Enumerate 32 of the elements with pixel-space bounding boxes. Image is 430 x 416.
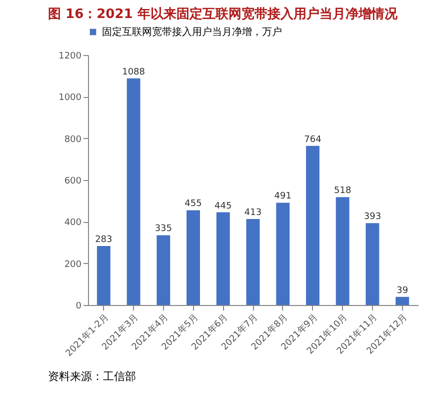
legend-label: 固定互联网宽带接入用户当月净增，万户 xyxy=(102,26,282,38)
bar xyxy=(156,235,170,305)
y-tick-label: 800 xyxy=(64,134,82,145)
data-label: 764 xyxy=(304,134,322,145)
data-label: 445 xyxy=(214,201,232,212)
y-tick-label: 1200 xyxy=(58,52,82,62)
bar xyxy=(336,197,350,305)
bar xyxy=(246,218,260,305)
y-tick-label: 0 xyxy=(76,302,82,312)
bar xyxy=(216,212,230,305)
bar xyxy=(366,223,380,305)
chart-title: 图 16：2021 年以来固定互联网宽带接入用户当月净增情况 xyxy=(48,6,398,22)
bar xyxy=(186,210,200,305)
data-label: 491 xyxy=(274,192,292,202)
data-label: 1088 xyxy=(122,67,146,78)
bar xyxy=(306,146,320,305)
text: 资料来源：工信部 xyxy=(48,370,136,383)
data-label: 393 xyxy=(364,212,382,222)
bar xyxy=(126,78,140,305)
y-tick-label: 400 xyxy=(64,218,82,228)
bar xyxy=(276,202,290,305)
data-label: 455 xyxy=(184,199,202,210)
data-label: 518 xyxy=(334,186,352,196)
y-tick-label: 600 xyxy=(64,176,82,186)
data-label: 413 xyxy=(244,208,262,218)
data-label: 335 xyxy=(154,224,172,234)
y-tick-label: 200 xyxy=(64,260,82,270)
data-label: 283 xyxy=(95,235,112,246)
y-tick-label: 1000 xyxy=(58,93,82,104)
bar xyxy=(96,246,110,305)
data-label: 39 xyxy=(396,286,408,296)
bar xyxy=(396,296,410,305)
